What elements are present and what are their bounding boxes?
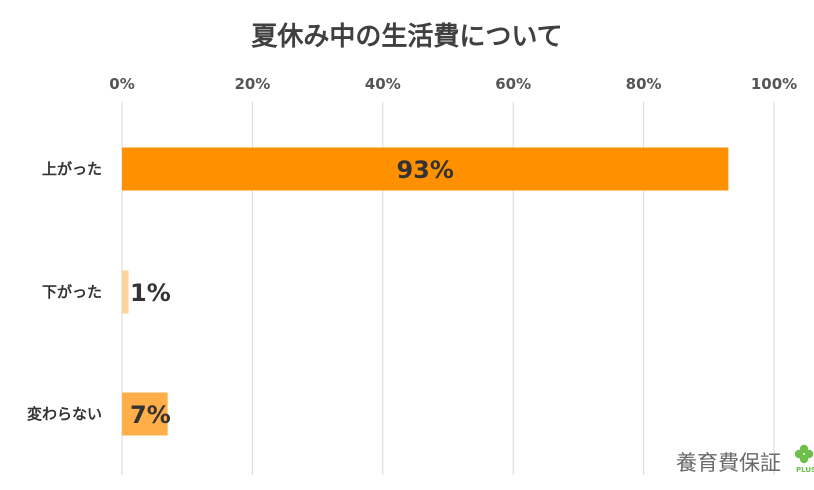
data-labels: 93% 1% 7%: [130, 156, 454, 429]
x-tick-label: 40%: [365, 75, 401, 93]
logo-sub-text: PLUS: [796, 466, 814, 474]
data-label: 1%: [130, 279, 171, 307]
data-label: 7%: [130, 401, 171, 429]
bar-1: [122, 270, 129, 314]
logo-text: 養育費保証: [676, 451, 781, 475]
category-label: 上がった: [42, 160, 102, 178]
bar-2: [122, 392, 168, 436]
category-label: 変わらない: [27, 405, 102, 423]
x-tick-label: 0%: [109, 75, 134, 93]
bar-0: [122, 147, 729, 191]
chart-title: 夏休み中の生活費について: [251, 22, 562, 52]
x-axis-ticks: 0% 20% 40% 60% 80% 100%: [109, 75, 797, 93]
data-label: 93%: [396, 156, 453, 184]
category-label: 下がった: [42, 283, 102, 301]
x-tick-label: 20%: [234, 75, 270, 93]
x-tick-label: 100%: [751, 75, 797, 93]
brand-logo: 養育費保証 PLUS: [676, 444, 814, 475]
x-tick-label: 80%: [626, 75, 662, 93]
bars: [122, 147, 729, 436]
clover-icon: [794, 444, 814, 464]
x-tick-label: 60%: [495, 75, 531, 93]
